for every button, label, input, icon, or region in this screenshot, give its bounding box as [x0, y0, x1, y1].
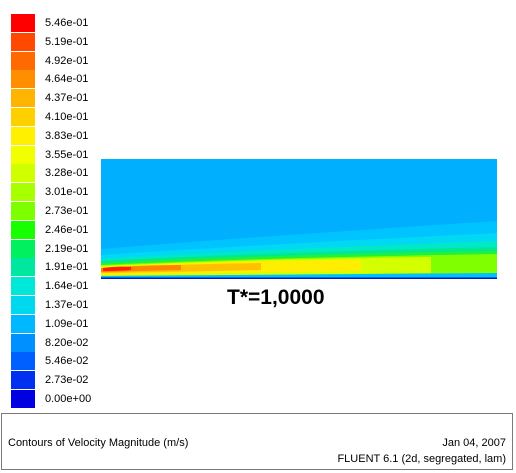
colorbar-label: 2.73e-01 [45, 205, 89, 217]
colorbar-swatch [11, 352, 35, 371]
colorbar-label: 3.83e-01 [45, 129, 89, 142]
colorbar-label: 2.73e-02 [45, 374, 89, 387]
colorbar-swatch [11, 371, 35, 390]
plot-info-bar: Contours of Velocity Magnitude (m/s) Jan… [1, 413, 513, 470]
colorbar-label: 1.37e-01 [45, 299, 89, 311]
colorbar-label: 3.01e-01 [45, 186, 89, 199]
velocity-contour-plot[interactable] [101, 159, 497, 279]
plot-title: Contours of Velocity Magnitude (m/s) [8, 437, 189, 449]
colorbar-swatch [11, 183, 35, 202]
plot-date: Jan 04, 2007 [442, 437, 506, 449]
colorbar-label: 8.20e-02 [45, 336, 89, 349]
colorbar-swatch [11, 145, 35, 164]
colorbar-label: 0.00e+00 [45, 393, 92, 405]
graphics-viewport[interactable]: 5.46e-01 5.19e-01 4.92e-01 4.64e-01 4.37e-01… [0, 0, 516, 408]
colorbar-swatch [11, 333, 35, 352]
colorbar-label: 1.64e-01 [45, 280, 89, 293]
colorbar-swatch [11, 70, 35, 89]
time-annotation: T*=1,0000 [227, 286, 325, 309]
colorbar-swatch [11, 202, 35, 220]
colorbar-label: 4.37e-01 [45, 92, 89, 105]
colorbar-label: 2.19e-01 [45, 242, 89, 255]
colorbar-swatch [11, 108, 35, 126]
colorbar-swatch [11, 296, 35, 314]
colorbar-swatch [11, 277, 35, 296]
colorbar-label: 5.19e-01 [45, 35, 89, 48]
colorbar-swatch [11, 164, 35, 183]
colorbar-swatch [11, 220, 35, 239]
colorbar-swatch [11, 51, 35, 70]
wall-boundary [101, 277, 497, 279]
colorbar-label: 4.64e-01 [45, 73, 89, 86]
colorbar-label: 5.46e-02 [45, 355, 89, 368]
colorbar-label: 1.91e-01 [45, 261, 89, 274]
colorbar-label: 1.09e-01 [45, 317, 89, 330]
colorbar-swatch [11, 258, 35, 277]
colorbar-label: 2.46e-01 [45, 223, 89, 236]
colorbar-swatch [11, 390, 35, 408]
colorbar-label: 4.10e-01 [45, 111, 89, 123]
colorbar-label: 3.55e-01 [45, 148, 89, 161]
solver-info: FLUENT 6.1 (2d, segregated, lam) [337, 453, 506, 465]
colorbar-label: 5.46e-01 [45, 17, 89, 29]
colorbar-swatch [11, 314, 35, 333]
colorbar-label: 3.28e-01 [45, 167, 89, 180]
colorbar-swatch [11, 14, 35, 32]
colorbar-swatch [11, 239, 35, 258]
colorbar-swatch [11, 89, 35, 108]
contour-band-peak [103, 266, 131, 271]
colorbar-swatch [11, 32, 35, 51]
colorbar-label: 4.92e-01 [45, 54, 89, 67]
colorbar-swatch [11, 126, 35, 145]
